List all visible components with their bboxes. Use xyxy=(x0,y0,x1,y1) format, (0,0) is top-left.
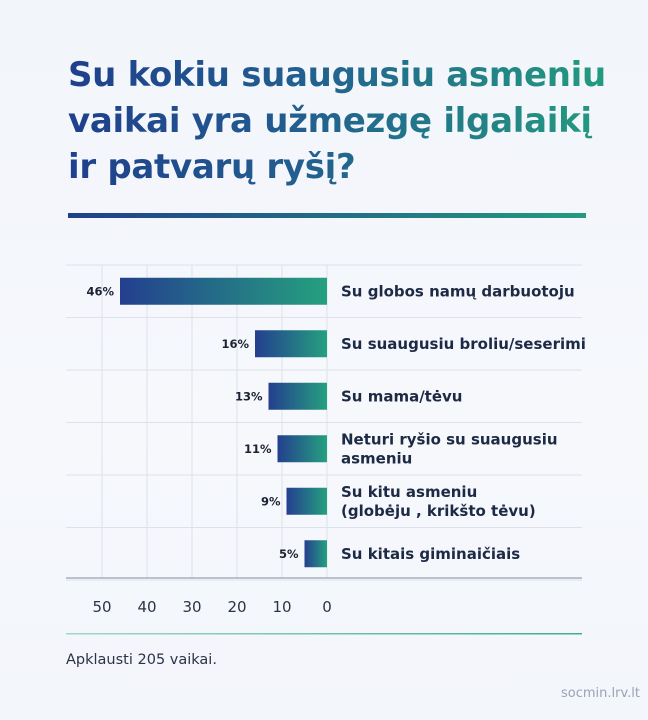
bar-value-label: 16% xyxy=(221,337,249,351)
footer-divider xyxy=(66,633,582,635)
x-tick-label: 10 xyxy=(272,598,291,616)
x-tick-label: 30 xyxy=(182,598,201,616)
bar-value-label: 11% xyxy=(244,442,272,456)
category-label: Su kitais giminaičiais xyxy=(341,545,520,563)
category-label: Su kitu asmeniu xyxy=(341,483,477,501)
bar xyxy=(255,330,327,358)
bar-value-label: 9% xyxy=(261,494,281,508)
chart-title: Su kokiu suaugusiu asmeniu vaikai yra už… xyxy=(68,52,608,190)
bar-value-label: 5% xyxy=(279,547,299,561)
site-url: socmin.lrv.lt xyxy=(560,686,640,701)
x-axis-ticks: 50 40 30 20 10 0 xyxy=(92,598,331,616)
bar xyxy=(268,382,327,410)
bar-value-label: 13% xyxy=(235,389,263,403)
source-note: Apklausti 205 vaikai. xyxy=(66,652,217,668)
category-label: Neturi ryšio su suaugusiu xyxy=(341,430,558,448)
grid-layer xyxy=(66,264,582,581)
bar xyxy=(286,487,327,515)
category-label: asmeniu xyxy=(341,449,412,467)
title-divider xyxy=(68,213,586,218)
x-tick-label: 20 xyxy=(227,598,246,616)
x-tick-label: 0 xyxy=(322,598,332,616)
x-tick-label: 40 xyxy=(137,598,156,616)
category-label: Su mama/tėvu xyxy=(341,387,463,405)
category-label: Su suaugusiu broliu/seserimi xyxy=(341,335,586,353)
bar xyxy=(277,435,327,463)
x-tick-label: 50 xyxy=(92,598,111,616)
category-label: (globėju , krikšto tėvu) xyxy=(341,502,536,520)
bar xyxy=(304,540,327,568)
category-label: Su globos namų darbuotoju xyxy=(341,282,575,300)
bar xyxy=(120,277,327,305)
bar-layer: 46% Su globos namų darbuotoju 16% Su suaugu… xyxy=(86,277,586,568)
bar-value-label: 46% xyxy=(86,284,114,298)
